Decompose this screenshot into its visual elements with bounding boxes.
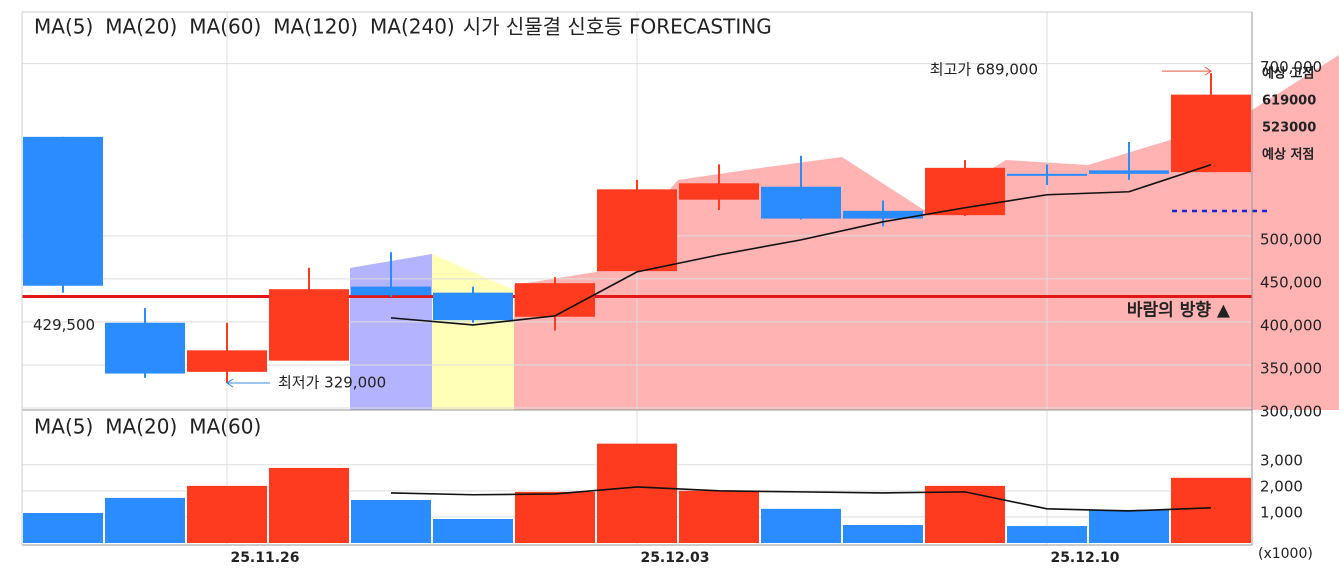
candle-body bbox=[1171, 94, 1251, 173]
candle-body bbox=[433, 292, 513, 321]
volume-bar bbox=[515, 491, 595, 543]
annotation: 최저가 329,000 bbox=[278, 374, 386, 392]
volume-bar bbox=[597, 443, 677, 543]
volume-bar bbox=[105, 497, 185, 543]
legend-entry: MA(60) bbox=[189, 15, 261, 39]
frame bbox=[21, 11, 1253, 546]
volume-bar bbox=[1007, 526, 1087, 543]
annotation-arrow bbox=[1162, 66, 1212, 76]
x-tick-label: 25.12.10 bbox=[1050, 550, 1119, 566]
candle-body bbox=[187, 350, 267, 372]
y-tick-label: 300,000 bbox=[1260, 403, 1322, 421]
candle-body bbox=[597, 189, 677, 272]
legend-entry: MA(5) bbox=[34, 415, 93, 439]
volume-bar bbox=[23, 513, 103, 543]
annotation-arrow bbox=[226, 378, 270, 388]
volume-bar bbox=[925, 485, 1005, 543]
reference-label: 429,500 bbox=[33, 316, 95, 334]
candle-body bbox=[351, 286, 431, 296]
volume-bar bbox=[761, 508, 841, 543]
forecast-area bbox=[514, 55, 1339, 410]
volume-bar bbox=[843, 525, 923, 543]
volume-bar bbox=[269, 467, 349, 543]
volume-bar bbox=[433, 519, 513, 543]
candle-body bbox=[679, 183, 759, 200]
y-tick-label: 450,000 bbox=[1260, 273, 1322, 291]
legend-entry: MA(60) bbox=[189, 415, 261, 439]
y-tick-label: 400,000 bbox=[1260, 316, 1322, 334]
candle-body bbox=[515, 283, 595, 317]
y-tick-label: 3,000 bbox=[1260, 451, 1303, 469]
ma-line bbox=[390, 486, 1212, 512]
legend-entry: MA(20) bbox=[105, 15, 177, 39]
legend-entry: MA(240) bbox=[370, 15, 455, 39]
annotation: 최고가 689,000 bbox=[930, 61, 1038, 79]
forecast-label: 예상 저점 bbox=[1262, 147, 1314, 163]
candle-body bbox=[105, 322, 185, 374]
volume-bar bbox=[1089, 509, 1169, 543]
candle-body bbox=[843, 210, 923, 219]
forecast-label: 예상 고점 bbox=[1262, 66, 1314, 82]
y-tick-label: 1,000 bbox=[1260, 503, 1303, 521]
candle-body bbox=[761, 186, 841, 219]
volume-bar bbox=[1171, 477, 1251, 543]
chart-title: 시가 신물결 신호등 FORECASTING bbox=[463, 15, 772, 39]
forecast-value: 619000 bbox=[1262, 94, 1316, 109]
annotation: 바람의 방향 ▲ bbox=[1127, 300, 1231, 321]
candle-body bbox=[1089, 170, 1169, 174]
y-tick-label: 500,000 bbox=[1260, 230, 1322, 248]
volume-bar bbox=[679, 490, 759, 543]
legend-entry: MA(5) bbox=[34, 15, 93, 39]
ma-line bbox=[390, 163, 1212, 326]
y-tick-label: 700,000 bbox=[1260, 58, 1322, 76]
legend-entry: MA(20) bbox=[105, 415, 177, 439]
volume-bar bbox=[351, 499, 431, 543]
y-tick-label: 2,000 bbox=[1260, 477, 1303, 495]
x-tick-label: 25.11.26 bbox=[230, 550, 299, 566]
axis-unit: (x1000) bbox=[1258, 546, 1313, 562]
volume-bar bbox=[187, 485, 267, 543]
candle-body bbox=[1007, 173, 1087, 176]
y-tick-label: 350,000 bbox=[1260, 359, 1322, 377]
candle-body bbox=[23, 136, 103, 286]
x-tick-label: 25.12.03 bbox=[640, 550, 709, 566]
candle-body bbox=[269, 289, 349, 361]
forecast-value: 523000 bbox=[1262, 121, 1316, 136]
legend-entry: MA(120) bbox=[273, 15, 358, 39]
